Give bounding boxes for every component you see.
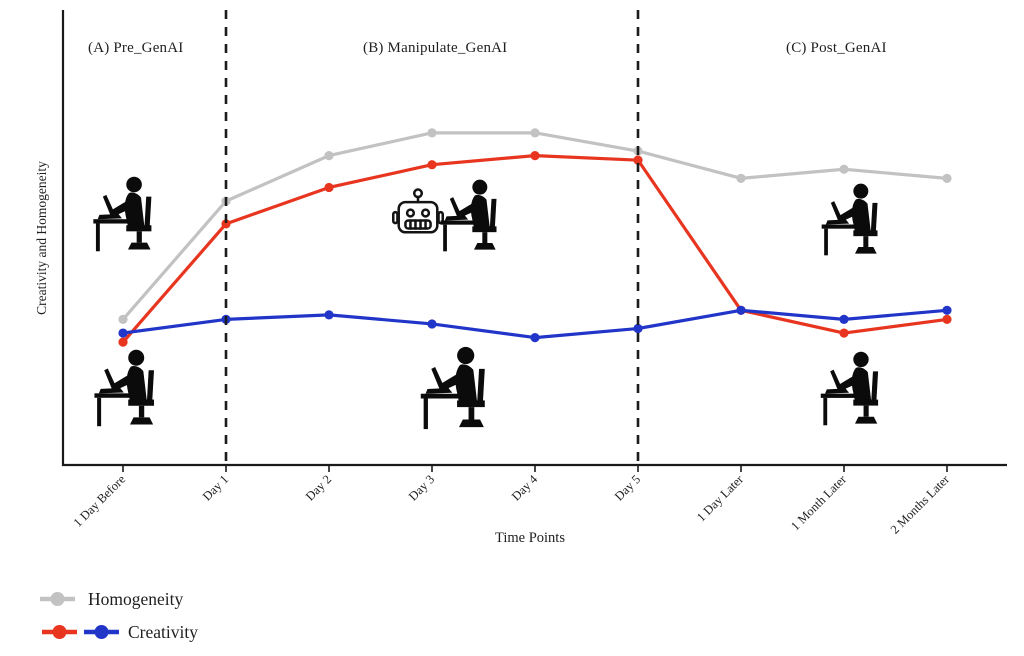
phase-label-manipulate-genai: (B) Manipulate_GenAI [363, 40, 507, 56]
person-working-at-laptop-icon [420, 346, 485, 430]
series-point-2 [736, 305, 746, 315]
legend-item-homogeneity: Homogeneity [40, 589, 184, 609]
x-tick-label: Day 1 [200, 472, 231, 503]
person-working-at-laptop-icon [821, 183, 878, 256]
x-tick-label: Day 5 [612, 472, 643, 503]
series-point-2 [839, 314, 849, 324]
series-point-0 [324, 151, 334, 161]
series-point-1 [942, 314, 952, 324]
person-working-at-laptop-icon [93, 176, 152, 252]
x-tick-label: 2 Months Later [888, 472, 953, 537]
creativity-red-dot-marker [52, 625, 67, 639]
series-point-1 [118, 337, 128, 347]
x-tick-label: Day 2 [303, 472, 334, 503]
series-point-1 [427, 160, 437, 170]
phase-label-pre-genai: (A) Pre_GenAI [88, 40, 184, 56]
x-tick-label: 1 Month Later [788, 472, 850, 534]
series-point-0 [839, 164, 849, 174]
legend-item-creativity: Creativity [42, 622, 198, 642]
y-axis-title: Creativity and Homogeneity [34, 161, 49, 315]
series-point-1 [839, 328, 849, 338]
plot-area: 1 Day Before Day 1 Day 2 Day 3 Day 4 Day 5 1 D… [61, 10, 1007, 537]
phase-label-post-genai: (C) Post_GenAI [786, 40, 887, 56]
series-point-0 [427, 128, 437, 138]
series-point-0 [118, 314, 128, 324]
person-working-at-laptop-icon [94, 349, 154, 427]
series-point-2 [324, 310, 334, 320]
series-point-0 [942, 173, 952, 183]
series-line-1 [121, 154, 949, 344]
person-working-at-laptop-icon [440, 179, 497, 252]
series-point-0 [736, 173, 746, 183]
legend-label-homogeneity: Homogeneity [88, 589, 184, 609]
series-point-1 [633, 155, 643, 165]
series-point-2 [530, 333, 540, 343]
legend: Homogeneity Creativity [40, 589, 198, 642]
x-tick-label: 1 Day Before [71, 472, 129, 530]
robot-icon [392, 188, 444, 234]
series-point-1 [324, 182, 334, 193]
x-tick-label: Day 3 [406, 472, 437, 503]
series-point-0 [530, 128, 540, 138]
series-point-2 [942, 305, 952, 315]
series-point-2 [633, 323, 643, 334]
axis-lines [61, 10, 1007, 467]
x-tick-label: Day 4 [509, 472, 541, 504]
x-tick-label: 1 Day Later [694, 472, 747, 525]
series-point-2 [118, 328, 128, 338]
x-axis-title: Time Points [495, 530, 565, 546]
homogeneity-dot-marker [50, 592, 65, 606]
series-point-1 [530, 151, 540, 161]
series-point-1 [221, 219, 231, 229]
legend-label-creativity: Creativity [128, 622, 198, 642]
series-point-2 [427, 319, 437, 329]
person-working-at-laptop-icon [820, 351, 879, 426]
creativity-blue-dot-marker [94, 625, 109, 639]
